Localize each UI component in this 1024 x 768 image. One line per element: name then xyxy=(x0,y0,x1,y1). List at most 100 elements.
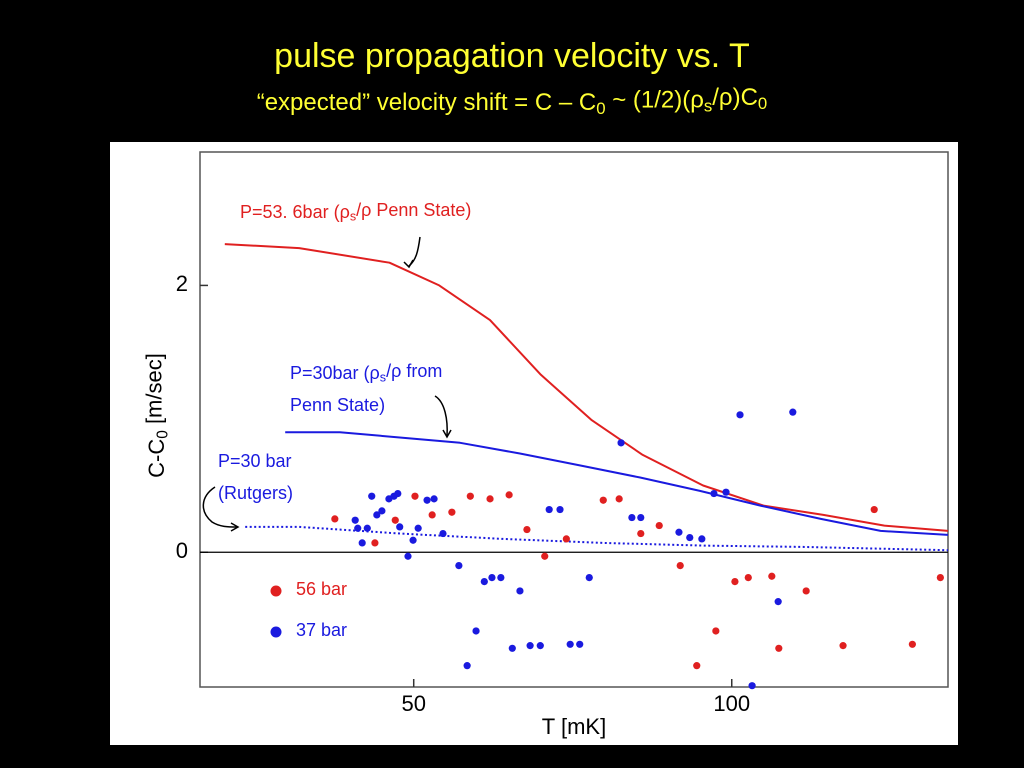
data-point xyxy=(744,573,752,582)
data-point xyxy=(637,513,645,522)
text-part: P=30bar (ρ xyxy=(290,363,380,383)
annotation: Penn State) xyxy=(290,395,385,415)
data-point xyxy=(404,552,412,560)
text-part: /ρ from xyxy=(386,361,442,381)
data-point xyxy=(439,529,447,538)
data-point xyxy=(637,529,645,538)
data-point xyxy=(409,536,417,544)
data-point xyxy=(712,627,720,635)
annotation: P=53. 6bar (ρs/ρ Penn State) xyxy=(240,200,471,224)
data-point xyxy=(585,573,593,582)
data-point xyxy=(536,642,544,650)
plot-frame xyxy=(199,151,949,688)
data-point xyxy=(373,511,381,519)
data-point xyxy=(802,587,810,595)
data-point xyxy=(736,411,744,419)
data-point xyxy=(768,572,776,580)
annotation: P=30 bar xyxy=(218,451,292,471)
y-tick-label: 2 xyxy=(176,271,188,296)
data-point xyxy=(497,573,505,582)
subscript: 0 xyxy=(154,430,171,439)
data-point xyxy=(566,640,574,648)
data-point xyxy=(545,505,553,514)
data-point xyxy=(675,528,683,536)
data-point xyxy=(505,491,513,499)
data-point xyxy=(775,644,783,652)
data-point xyxy=(523,525,531,534)
data-point xyxy=(351,516,359,524)
y-axis-label: C-C0 [m/sec] xyxy=(142,353,172,478)
data-point xyxy=(428,511,436,519)
data-line xyxy=(224,243,949,532)
arrow-head xyxy=(442,429,452,439)
data-point xyxy=(371,539,379,547)
data-point xyxy=(698,535,706,543)
data-point xyxy=(655,521,663,530)
subscript: 0 xyxy=(596,99,605,118)
data-point xyxy=(368,492,376,500)
data-point xyxy=(396,523,404,531)
data-point xyxy=(556,505,564,514)
data-point xyxy=(693,662,701,670)
arrow-head xyxy=(230,522,240,532)
x-axis-label: T [mK] xyxy=(542,714,606,739)
subscript: s xyxy=(350,210,356,224)
data-point xyxy=(541,552,549,560)
data-point xyxy=(430,495,438,503)
data-point xyxy=(466,492,474,500)
data-point xyxy=(870,505,878,514)
data-point xyxy=(599,496,607,504)
data-point xyxy=(423,496,431,504)
arrow xyxy=(434,395,448,437)
data-point xyxy=(378,507,386,515)
data-point xyxy=(676,561,684,570)
text-part: Penn State) xyxy=(290,395,385,415)
legend-marker xyxy=(270,626,282,638)
data-point xyxy=(414,524,422,532)
data-point xyxy=(363,524,371,532)
text-part: (Rutgers) xyxy=(218,483,293,503)
data-point xyxy=(710,489,718,498)
data-point xyxy=(562,535,570,543)
subscript: 0 xyxy=(758,94,767,113)
text-part: P=53. 6bar (ρ xyxy=(240,202,350,222)
text-part: P=30 bar xyxy=(218,451,292,471)
legend-marker xyxy=(270,585,282,597)
data-point xyxy=(455,561,463,570)
text-part: C-C xyxy=(144,439,169,478)
data-point xyxy=(394,489,402,498)
legend-label: 37 bar xyxy=(296,620,347,640)
text-part: /ρ)C xyxy=(712,84,758,111)
data-point xyxy=(391,516,399,524)
data-point xyxy=(354,524,362,532)
data-point xyxy=(508,644,516,652)
data-point xyxy=(486,495,494,503)
data-point xyxy=(516,587,524,595)
data-point xyxy=(908,640,916,648)
text-part: [m/sec] xyxy=(142,353,167,430)
text-part: ~ (1/2)(ρ xyxy=(606,87,704,114)
data-point xyxy=(731,578,739,586)
data-point xyxy=(615,495,623,503)
data-point xyxy=(617,439,625,447)
arrow-head xyxy=(403,259,414,269)
chart-panel xyxy=(110,142,958,745)
slide-title: pulse propagation velocity vs. T xyxy=(274,37,750,75)
data-point xyxy=(748,682,756,690)
data-line xyxy=(245,525,949,552)
data-point xyxy=(628,513,636,522)
subscript: s xyxy=(380,371,386,385)
data-point xyxy=(472,627,480,635)
data-point xyxy=(839,642,847,650)
text-part: “expected” velocity shift = C – C xyxy=(257,89,596,116)
annotation: (Rutgers) xyxy=(218,483,293,503)
subscript: s xyxy=(704,97,712,116)
data-point xyxy=(936,573,944,582)
slide-subtitle: “expected” velocity shift = C – C0 ~ (1/… xyxy=(257,84,768,118)
x-tick-label: 50 xyxy=(401,691,425,716)
legend-label: 56 bar xyxy=(296,579,347,599)
x-tick-label: 100 xyxy=(713,691,750,716)
data-point xyxy=(488,573,496,582)
data-point xyxy=(463,662,471,670)
data-point xyxy=(576,640,584,648)
